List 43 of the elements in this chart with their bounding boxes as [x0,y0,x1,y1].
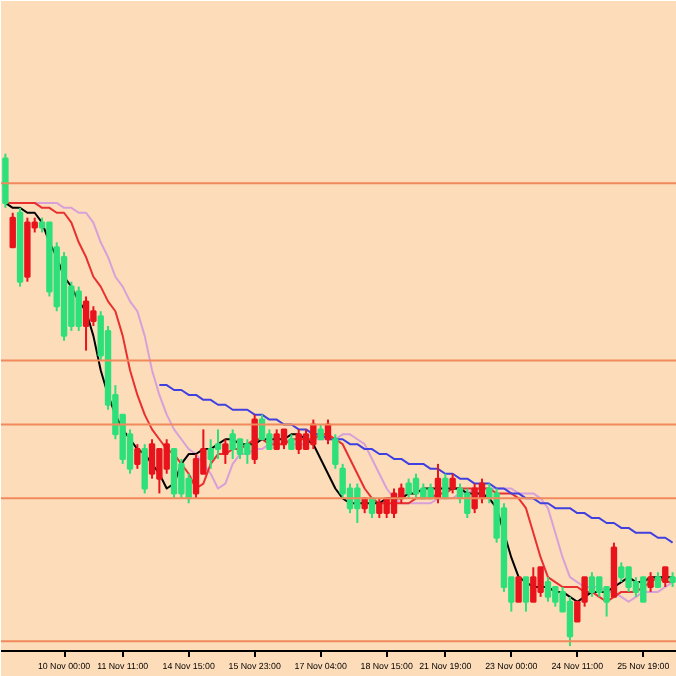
candlestick [302,428,310,451]
candlestick [522,576,530,613]
candlestick [471,482,478,515]
candlestick [244,438,251,465]
candlestick [134,443,141,470]
candlestick [588,571,596,598]
candlestick [442,472,449,500]
candlestick [2,152,9,209]
candlestick [354,482,361,524]
candlestick [148,438,156,480]
candlestick [566,595,574,648]
candlestick [537,566,544,598]
candlestick [376,497,383,520]
candlestick [141,443,148,495]
candlestick [192,453,200,500]
candlestick [596,576,603,598]
candlestick [222,438,229,465]
candlestick [9,211,16,249]
candlestick [90,305,97,327]
candlestick [530,566,537,603]
candlestick [515,576,522,603]
candlestick [75,285,82,332]
candlestick [163,438,170,475]
candlestick [280,428,288,451]
candlestick [273,428,280,451]
candlestick [310,418,317,451]
candlestick [449,472,456,495]
candlestick [640,576,647,603]
candlestick [662,566,669,588]
candlestick [544,576,552,603]
candlestick [229,428,236,460]
candlestick [405,477,412,500]
candlestick [82,295,90,352]
candlestick [464,487,471,520]
candlestick [251,413,258,465]
candlestick [295,428,302,456]
candlestick [170,448,178,500]
candlestick [618,561,625,584]
candlestick [552,585,559,608]
candlestick [332,433,339,470]
candlestick [625,566,632,593]
candlestick [647,571,654,593]
candlestick [412,472,420,500]
